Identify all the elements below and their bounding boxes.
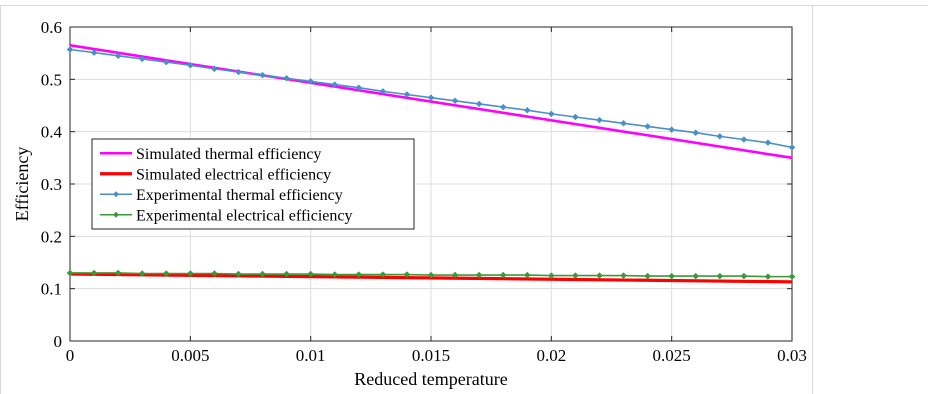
- series-3: [66, 46, 796, 151]
- data-point: [114, 269, 122, 277]
- x-tick-label: 0: [66, 346, 75, 365]
- data-point: [572, 113, 579, 121]
- data-point: [235, 270, 242, 278]
- legend-item: Experimental electrical efficiency: [100, 207, 352, 224]
- data-point: [162, 270, 170, 277]
- data-point: [90, 269, 98, 277]
- data-point: [764, 273, 772, 280]
- ticks: 0 0.005 0.01 0.015 0.02 0.025 0.03 0 0.1 0.2 0.3 0.…: [41, 18, 807, 365]
- data-point: [379, 271, 387, 278]
- data-point: [740, 136, 748, 143]
- data-point: [499, 271, 507, 279]
- x-tick-label: 0.015: [412, 346, 450, 365]
- data-point: [211, 65, 218, 73]
- data-point: [427, 271, 435, 279]
- data-point: [692, 129, 700, 137]
- data-point: [235, 68, 242, 76]
- data-point: [427, 94, 435, 102]
- data-point: [186, 61, 194, 69]
- series-4: [66, 269, 796, 280]
- data-point: [379, 88, 387, 95]
- y-tick-label: 0.2: [41, 227, 62, 246]
- data-point: [355, 271, 363, 278]
- data-point: [788, 273, 796, 280]
- data-point: [186, 270, 194, 277]
- data-point: [475, 271, 483, 279]
- data-point: [283, 270, 290, 278]
- data-point: [66, 269, 74, 277]
- data-point: [259, 270, 266, 278]
- data-point: [692, 272, 700, 280]
- data-point: [451, 97, 459, 105]
- data-point: [644, 123, 651, 130]
- data-point: [620, 119, 627, 127]
- x-tick-label: 0.005: [171, 346, 209, 365]
- data-point: [644, 272, 651, 280]
- data-point: [355, 84, 363, 92]
- data-point: [283, 74, 290, 82]
- legend-marker: [113, 211, 119, 218]
- data-point: [788, 144, 796, 151]
- x-tick-label: 0.02: [536, 346, 566, 365]
- legend-item: Experimental thermal efficiency: [100, 187, 343, 204]
- data-point: [138, 55, 146, 63]
- data-point: [138, 270, 146, 277]
- y-tick-label: 0.1: [41, 280, 62, 299]
- y-tick-label: 0.4: [41, 123, 63, 142]
- data-point: [547, 272, 555, 279]
- legend-label: Experimental electrical efficiency: [136, 207, 352, 224]
- data-point: [499, 103, 507, 111]
- data-point: [451, 271, 459, 279]
- x-tick-label: 0.01: [296, 346, 326, 365]
- data-point: [668, 272, 676, 280]
- legend-item: Simulated thermal efficiency: [100, 146, 321, 163]
- data-point: [596, 116, 603, 124]
- data-point: [475, 100, 483, 108]
- data-point: [403, 271, 411, 278]
- data-point: [572, 272, 579, 279]
- data-point: [331, 81, 339, 88]
- data-point: [162, 58, 170, 66]
- data-point: [716, 133, 724, 140]
- y-tick-label: 0: [54, 332, 63, 351]
- data-point: [307, 78, 315, 85]
- data-point: [716, 272, 724, 280]
- data-point: [331, 271, 339, 278]
- data-point: [596, 272, 603, 279]
- data-point: [523, 271, 531, 279]
- data-point: [114, 52, 122, 60]
- x-tick-label: 0.025: [653, 346, 691, 365]
- legend-label: Simulated electrical efficiency: [136, 166, 331, 183]
- series-layer: [66, 44, 796, 284]
- data-point: [90, 49, 98, 56]
- legend-box: [91, 138, 415, 230]
- legend-label: Experimental thermal efficiency: [136, 187, 343, 204]
- data-point: [668, 126, 676, 133]
- data-point: [66, 46, 74, 53]
- data-point: [403, 91, 411, 98]
- legend-label: Simulated thermal efficiency: [136, 146, 321, 163]
- data-point: [211, 270, 218, 277]
- data-point: [259, 71, 266, 79]
- legend: Simulated thermal efficiency Simulated el…: [91, 138, 415, 230]
- data-point: [547, 110, 555, 118]
- legend-marker: [113, 191, 119, 198]
- y-tick-label: 0.3: [41, 175, 62, 194]
- data-point: [307, 270, 315, 278]
- data-point: [764, 139, 772, 147]
- data-point: [523, 106, 531, 114]
- data-point: [740, 272, 748, 280]
- data-point: [620, 272, 627, 279]
- legend-item: Simulated electrical efficiency: [100, 166, 331, 183]
- y-axis-label: Efficiency: [12, 147, 32, 222]
- y-tick-label: 0.5: [41, 70, 62, 89]
- y-tick-label: 0.6: [41, 18, 62, 37]
- x-axis-label: Reduced temperature: [354, 369, 507, 389]
- x-tick-label: 0.03: [777, 346, 807, 365]
